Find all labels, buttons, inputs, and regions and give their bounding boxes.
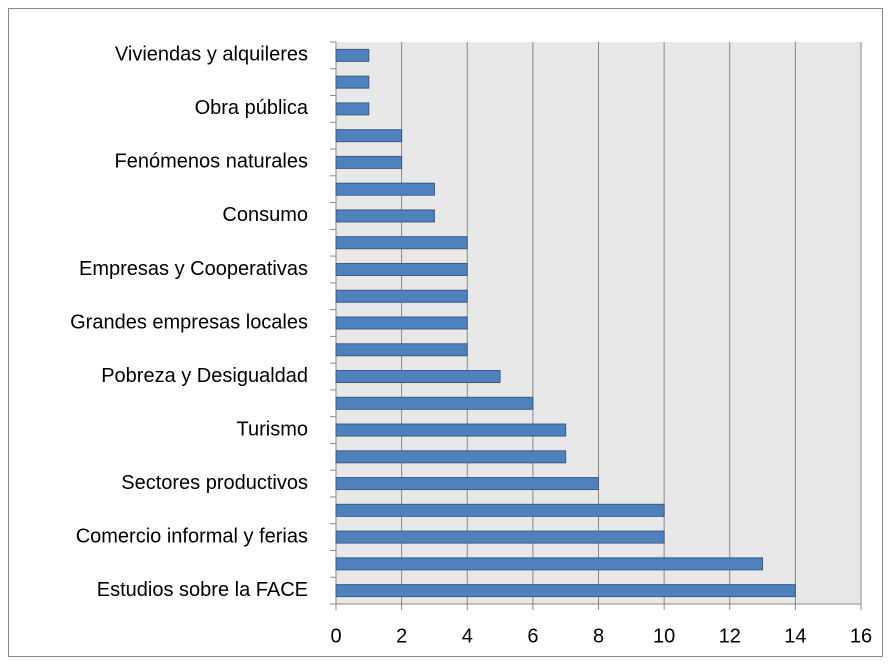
bar bbox=[335, 450, 567, 464]
y-tick-label: Comercio informal y ferias bbox=[76, 525, 308, 547]
x-tick-label: 8 bbox=[593, 625, 604, 647]
bar bbox=[335, 182, 435, 196]
bar bbox=[335, 75, 370, 89]
x-tick-label: 12 bbox=[719, 625, 741, 647]
x-tick-label: 14 bbox=[784, 625, 806, 647]
y-tick-label: Grandes empresas locales bbox=[70, 311, 308, 333]
x-tick-label: 16 bbox=[850, 625, 872, 647]
bar bbox=[335, 48, 370, 62]
x-tick-label: 2 bbox=[396, 625, 407, 647]
bar bbox=[335, 530, 665, 544]
y-tick-label: Sectores productivos bbox=[121, 472, 308, 494]
y-tick-label: Obra pública bbox=[195, 97, 309, 119]
y-tick-label: Empresas y Cooperativas bbox=[79, 258, 308, 280]
bar bbox=[335, 102, 370, 116]
bar bbox=[335, 503, 665, 517]
x-tick-label: 4 bbox=[462, 625, 473, 647]
y-tick-label: Consumo bbox=[222, 204, 308, 226]
bar bbox=[335, 370, 501, 384]
y-tick-label: Turismo bbox=[237, 418, 308, 440]
bar bbox=[335, 557, 764, 571]
x-tick-label: 6 bbox=[527, 625, 538, 647]
x-tick-label: 0 bbox=[330, 625, 341, 647]
bar bbox=[335, 343, 468, 357]
bar bbox=[335, 584, 796, 598]
y-tick-label: Fenómenos naturales bbox=[115, 151, 308, 173]
y-tick-label: Viviendas y alquileres bbox=[115, 44, 308, 66]
bar bbox=[335, 477, 599, 491]
bar bbox=[335, 236, 468, 250]
bar bbox=[335, 289, 468, 303]
bar bbox=[335, 155, 403, 169]
bar bbox=[335, 209, 435, 223]
bar bbox=[335, 316, 468, 330]
x-tick-label: 10 bbox=[653, 625, 675, 647]
bar bbox=[335, 423, 567, 437]
bar bbox=[335, 396, 534, 410]
bar bbox=[335, 262, 468, 276]
bar bbox=[335, 129, 403, 143]
y-tick-label: Pobreza y Desigualdad bbox=[101, 365, 308, 387]
y-tick-label: Estudios sobre la FACE bbox=[97, 579, 308, 601]
